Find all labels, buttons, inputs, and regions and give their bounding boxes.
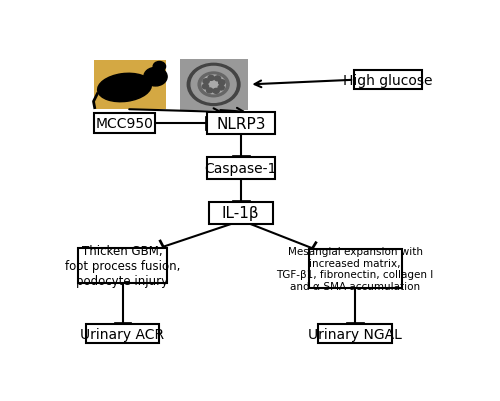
Text: NLRP3: NLRP3 (216, 116, 266, 131)
Circle shape (208, 76, 214, 81)
Text: Urinary NGAL: Urinary NGAL (308, 327, 402, 341)
FancyBboxPatch shape (308, 249, 402, 288)
FancyBboxPatch shape (86, 324, 160, 343)
Text: High glucose: High glucose (343, 73, 433, 87)
Circle shape (218, 81, 225, 86)
Circle shape (203, 79, 209, 85)
Circle shape (214, 77, 220, 82)
Text: IL-1β: IL-1β (222, 206, 260, 221)
Circle shape (202, 76, 225, 95)
FancyBboxPatch shape (354, 71, 422, 90)
Circle shape (213, 89, 219, 94)
Text: Caspase-1: Caspase-1 (204, 162, 277, 176)
Ellipse shape (98, 74, 152, 102)
Text: Urinary ACR: Urinary ACR (80, 327, 164, 341)
Circle shape (191, 67, 236, 103)
Circle shape (218, 81, 225, 86)
Circle shape (202, 85, 208, 90)
FancyBboxPatch shape (180, 60, 248, 111)
Circle shape (153, 62, 166, 72)
Text: Thicken GBM,
foot process fusion,
podocyte injury: Thicken GBM, foot process fusion, podocy… (65, 244, 180, 287)
Circle shape (198, 73, 229, 97)
FancyBboxPatch shape (209, 202, 272, 225)
Circle shape (206, 89, 212, 94)
Text: MCC950: MCC950 (96, 117, 154, 131)
FancyBboxPatch shape (78, 248, 167, 284)
FancyBboxPatch shape (318, 324, 392, 343)
FancyBboxPatch shape (207, 113, 274, 135)
Circle shape (188, 64, 240, 106)
FancyBboxPatch shape (207, 158, 274, 179)
Circle shape (218, 86, 224, 91)
FancyBboxPatch shape (94, 61, 166, 110)
Text: Mesangial expansion with
increased matrix,
TGF-β1, fibronectin, collagen I
and α: Mesangial expansion with increased matri… (276, 247, 434, 291)
Circle shape (144, 68, 167, 87)
FancyBboxPatch shape (94, 114, 154, 134)
